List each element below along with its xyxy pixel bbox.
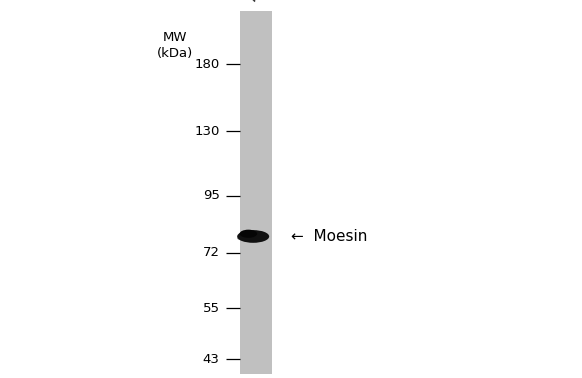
Bar — [240, 11, 272, 374]
Text: ←  Moesin: ← Moesin — [291, 229, 367, 244]
Text: 72: 72 — [203, 246, 219, 259]
Ellipse shape — [240, 230, 257, 238]
Text: MW
(kDa): MW (kDa) — [157, 31, 193, 60]
Text: 55: 55 — [203, 302, 219, 315]
Text: 95: 95 — [203, 189, 219, 202]
Ellipse shape — [237, 236, 250, 240]
Text: 180: 180 — [194, 58, 219, 71]
Text: 43: 43 — [203, 353, 219, 366]
Text: 130: 130 — [194, 125, 219, 138]
Ellipse shape — [237, 230, 269, 243]
Text: NT2D1: NT2D1 — [246, 0, 289, 4]
